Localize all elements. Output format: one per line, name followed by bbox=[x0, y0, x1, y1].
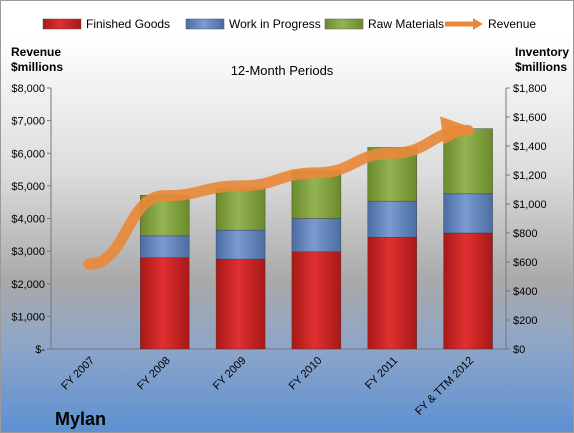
bar-work-in-progress bbox=[443, 193, 493, 234]
legend-label-raw-materials: Raw Materials bbox=[368, 17, 444, 31]
left-axis-label-line1: Revenue bbox=[11, 45, 61, 59]
x-tick-label: FY 2010 bbox=[287, 355, 325, 393]
bar-finished-goods bbox=[140, 257, 190, 350]
left-tick-label: $2,000 bbox=[11, 279, 45, 291]
right-tick-label: $0 bbox=[513, 344, 525, 356]
left-tick-label: $1,000 bbox=[11, 311, 45, 323]
legend-label-work-in-progress: Work in Progress bbox=[229, 17, 321, 31]
bar-raw-materials bbox=[215, 187, 266, 231]
right-tick-label: $1,400 bbox=[513, 141, 547, 153]
x-tick-label: FY 2007 bbox=[59, 355, 97, 393]
bar-work-in-progress bbox=[215, 229, 266, 260]
left-tick-label: $7,000 bbox=[11, 116, 45, 128]
bar-work-in-progress bbox=[291, 218, 342, 253]
legend-swatch-raw-materials bbox=[324, 18, 364, 30]
right-tick-label: $800 bbox=[513, 228, 537, 240]
x-tick-label: FY 2011 bbox=[363, 355, 400, 392]
right-tick-label: $1,600 bbox=[513, 112, 547, 124]
left-tick-label: $4,000 bbox=[11, 214, 45, 226]
revenue-line-path bbox=[83, 124, 474, 270]
right-tick-label: $1,200 bbox=[513, 170, 547, 182]
bar-work-in-progress bbox=[367, 200, 417, 238]
right-tick-label: $600 bbox=[513, 257, 537, 269]
bar-work-in-progress bbox=[140, 235, 190, 258]
revenue-arrowhead bbox=[440, 116, 475, 145]
bars bbox=[140, 128, 493, 350]
x-tick-label: FY & TTM 2012 bbox=[413, 355, 476, 418]
chart-title: 12-Month Periods bbox=[231, 63, 334, 78]
company-name: Mylan bbox=[55, 409, 106, 429]
right-tick-label: $200 bbox=[513, 315, 537, 327]
left-tick-label: $- bbox=[35, 344, 45, 356]
left-tick-label: $5,000 bbox=[11, 181, 45, 193]
left-axis-label-line2: $millions bbox=[11, 60, 63, 74]
bar-finished-goods bbox=[291, 251, 342, 350]
legend-swatch-work-in-progress bbox=[185, 18, 225, 30]
x-axis-labels: FY 2007 FY 2008 FY 2009 FY 2010 FY 2011 FY & … bbox=[59, 355, 476, 418]
bar-finished-goods bbox=[443, 232, 493, 350]
right-axis-label-line1: Inventory bbox=[515, 45, 569, 59]
right-axis-label-line2: $millions bbox=[515, 60, 567, 74]
legend-swatch-finished-goods bbox=[42, 18, 82, 30]
axes: $- $1,000 $2,000 $3,000 $4,000 $5,000 $6,000 $7… bbox=[11, 83, 546, 356]
left-tick-label: $8,000 bbox=[11, 83, 45, 95]
legend-label-revenue: Revenue bbox=[488, 17, 536, 31]
right-tick-label: $400 bbox=[513, 286, 537, 298]
left-tick-label: $3,000 bbox=[11, 246, 45, 258]
legend: Finished Goods Work in Progress Raw Materi… bbox=[42, 17, 536, 31]
x-tick-label: FY 2008 bbox=[135, 355, 173, 393]
legend-label-finished-goods: Finished Goods bbox=[86, 17, 170, 31]
revenue-line bbox=[83, 116, 475, 270]
left-tick-label: $6,000 bbox=[11, 148, 45, 160]
legend-arrow-revenue bbox=[473, 18, 483, 30]
x-tick-label: FY 2009 bbox=[211, 355, 249, 393]
bar-finished-goods bbox=[215, 258, 266, 350]
right-tick-label: $1,000 bbox=[513, 199, 547, 211]
right-tick-label: $1,800 bbox=[513, 83, 547, 95]
bar-finished-goods bbox=[367, 237, 417, 350]
